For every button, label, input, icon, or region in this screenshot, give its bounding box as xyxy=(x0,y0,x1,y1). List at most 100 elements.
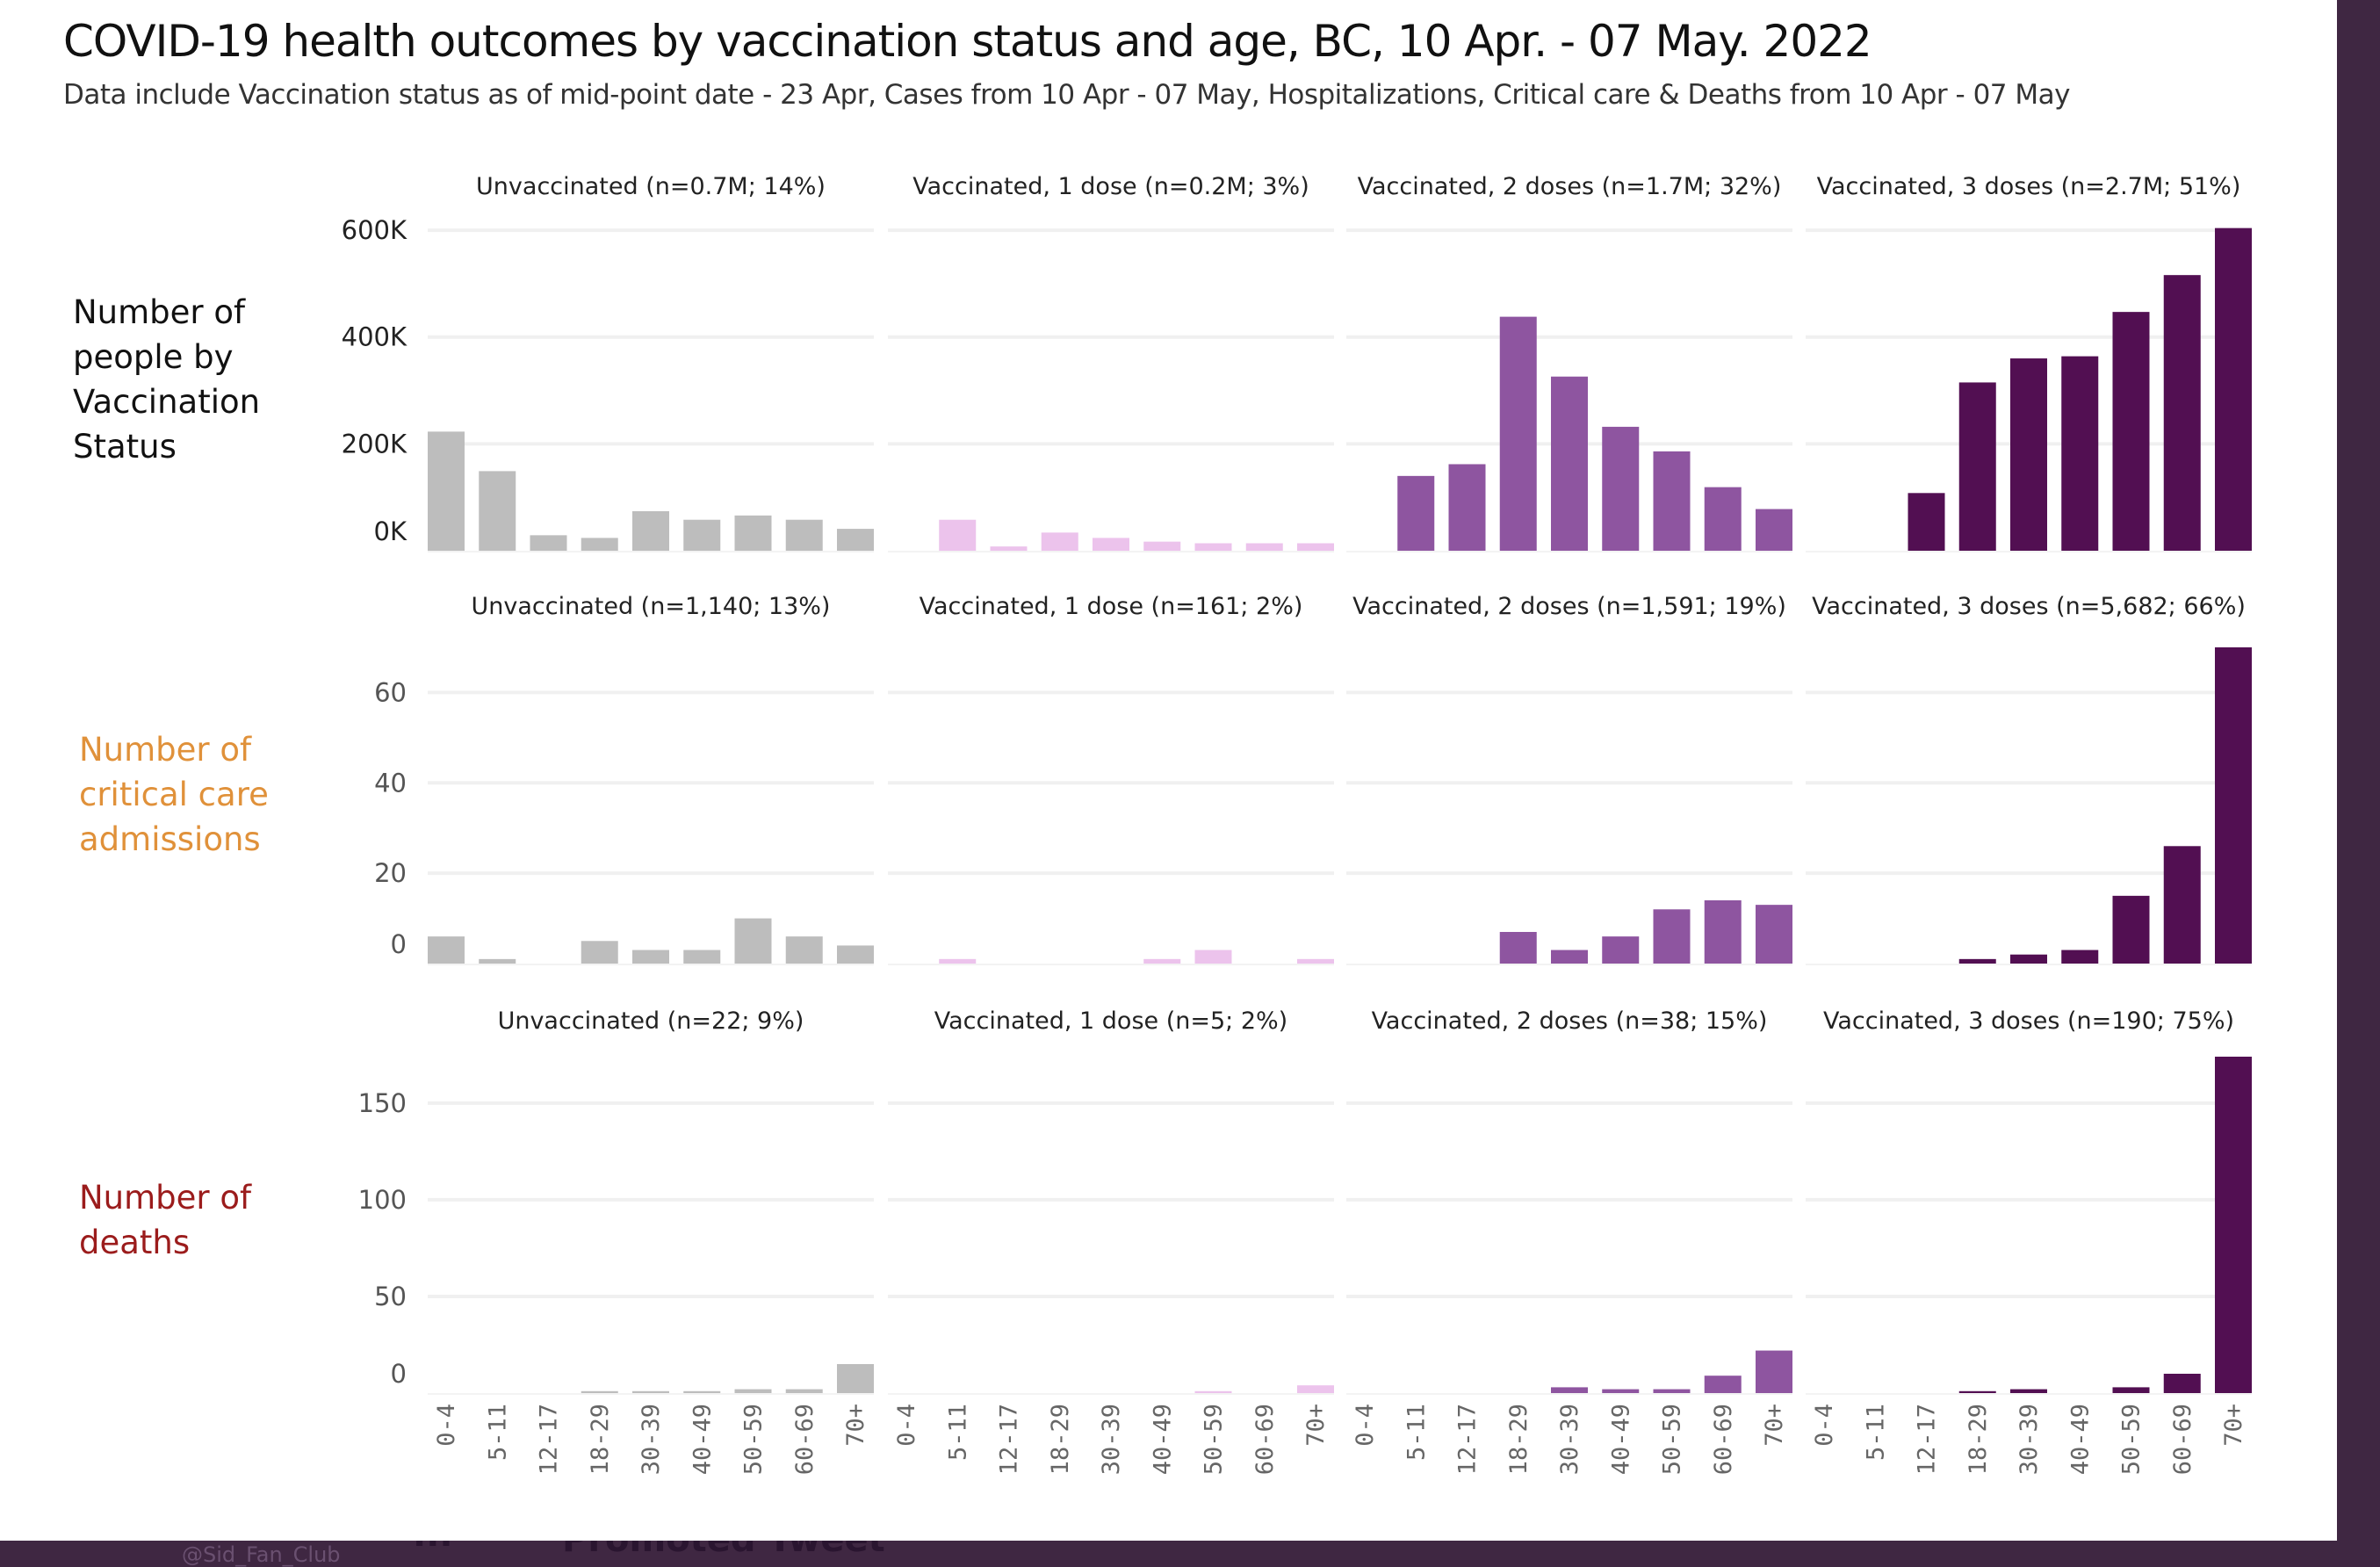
x-tick-label: 18-29 xyxy=(1505,1404,1533,1475)
x-tick-label: 50-59 xyxy=(2118,1404,2146,1475)
panel-header: Unvaccinated (n=1,140; 13%) xyxy=(472,593,831,620)
x-tick-label: 70+ xyxy=(842,1404,869,1447)
bar-50-59 xyxy=(734,918,772,964)
bar-60-69 xyxy=(1704,900,1742,964)
y-tick-label: 0 xyxy=(391,929,407,959)
bar-40-49 xyxy=(1143,958,1181,964)
bar-70+ xyxy=(1297,1385,1334,1393)
x-tick-label: 60-69 xyxy=(791,1404,819,1475)
bar-50-59 xyxy=(2112,895,2150,964)
bar-50-59 xyxy=(1653,451,1691,551)
bar-0-4 xyxy=(428,936,465,964)
x-tick-label: 18-29 xyxy=(587,1404,614,1475)
chart-row-critical: 0 20 40 60 Unvaccinated (n=1,140; 13%) Vaccin… xyxy=(374,593,2252,965)
panel-header: Vaccinated, 2 doses (n=1,591; 19%) xyxy=(1352,593,1786,620)
y-tick-label: 0 xyxy=(391,1359,407,1389)
panel-header: Vaccinated, 3 doses (n=5,682; 66%) xyxy=(1812,593,2246,620)
row-label-people: Number of people by Vaccination Status xyxy=(73,293,261,466)
bar-30-39 xyxy=(1551,376,1588,551)
x-tick-label: 5-11 xyxy=(1403,1404,1430,1461)
bar-30-39 xyxy=(2010,358,2047,551)
bar-40-49 xyxy=(1143,541,1181,551)
bar-50-59 xyxy=(1194,543,1232,551)
bar-70+ xyxy=(1756,509,1792,551)
bar-40-49 xyxy=(1602,1389,1640,1393)
page-frame-right xyxy=(2337,0,2380,1567)
x-tick-label: 70+ xyxy=(2220,1404,2247,1447)
y-tick-label: 400K xyxy=(342,322,407,352)
y-tick-label: 0K xyxy=(374,516,407,546)
x-tick-label: 40-49 xyxy=(1149,1404,1176,1475)
x-tick-label: 0-4 xyxy=(433,1404,460,1447)
x-tick-label: 50-59 xyxy=(740,1404,768,1475)
y-tick-label: 60 xyxy=(374,677,407,707)
x-tick-label: 0-4 xyxy=(1811,1404,1838,1447)
bar-40-49 xyxy=(683,519,721,551)
x-tick-label: 50-59 xyxy=(1659,1404,1686,1475)
bar-30-39 xyxy=(632,950,669,964)
panel-header: Vaccinated, 2 doses (n=1.7M; 32%) xyxy=(1358,173,1782,200)
x-tick-label: 70+ xyxy=(1302,1404,1330,1447)
chart-title: COVID-19 health outcomes by vaccination … xyxy=(63,16,1872,67)
tweet-footer: @Sid_Fan_Club ... Promoted Tweet xyxy=(0,1541,2380,1567)
bar-30-39 xyxy=(1551,1387,1588,1393)
bar-18-29 xyxy=(1958,958,1996,964)
x-tick-label: 40-49 xyxy=(689,1404,716,1475)
bar-60-69 xyxy=(785,519,823,551)
x-tick-label: 12-17 xyxy=(1454,1404,1482,1475)
chart-row-deaths: 0 50 100 150 Unvaccinated (n=22; 9%) 0-4 5-11 1… xyxy=(358,1007,2252,1475)
x-tick-label: 60-69 xyxy=(1251,1404,1279,1475)
bar-40-49 xyxy=(683,950,721,964)
bar-50-59 xyxy=(734,1389,772,1393)
bar-60-69 xyxy=(1245,543,1283,551)
panel-header: Vaccinated, 1 dose (n=0.2M; 3%) xyxy=(912,173,1309,200)
panel-header: Vaccinated, 2 doses (n=38; 15%) xyxy=(1372,1007,1768,1035)
y-tick-label: 40 xyxy=(374,768,407,798)
panel-header: Vaccinated, 1 dose (n=161; 2%) xyxy=(920,593,1303,620)
bar-0-4 xyxy=(428,431,465,551)
x-tick-label: 30-39 xyxy=(638,1404,665,1475)
bar-70+ xyxy=(1756,1350,1792,1393)
bar-18-29 xyxy=(1041,532,1078,551)
bar-70+ xyxy=(2215,647,2252,964)
bar-60-69 xyxy=(785,1389,823,1393)
x-tick-label: 5-11 xyxy=(944,1404,971,1461)
bar-12-17 xyxy=(1908,493,1945,551)
x-tick-label: 40-49 xyxy=(1607,1404,1634,1475)
bar-40-49 xyxy=(1602,936,1640,964)
bar-50-59 xyxy=(2112,312,2150,551)
x-tick-label: 0-4 xyxy=(893,1404,920,1447)
x-tick-label: 30-39 xyxy=(1098,1404,1125,1475)
bar-5-11 xyxy=(479,471,516,551)
bar-70+ xyxy=(2215,1057,2252,1393)
chart-row-people: 0K 200K 400K 600K Unvaccinated (n=0.7M; 14%)… xyxy=(342,173,2252,552)
bar-5-11 xyxy=(1397,475,1435,551)
bar-70+ xyxy=(1297,543,1334,551)
bar-5-11 xyxy=(479,958,516,964)
panel-header: Vaccinated, 1 dose (n=5; 2%) xyxy=(934,1007,1287,1035)
bar-60-69 xyxy=(2163,1373,2201,1393)
x-tick-label: 12-17 xyxy=(1914,1404,1941,1475)
bar-18-29 xyxy=(1499,932,1537,964)
bar-40-49 xyxy=(1602,426,1640,551)
y-tick-label: 20 xyxy=(374,858,407,888)
bar-30-39 xyxy=(1093,538,1129,551)
bar-5-11 xyxy=(939,958,977,964)
bar-70+ xyxy=(837,945,874,964)
y-tick-label: 600K xyxy=(342,215,407,245)
x-tick-label: 5-11 xyxy=(484,1404,511,1461)
tweet-author-handle[interactable]: @Sid_Fan_Club xyxy=(182,1542,341,1567)
bar-50-59 xyxy=(1194,1390,1232,1393)
bar-18-29 xyxy=(1958,382,1996,551)
more-options-button[interactable]: ... xyxy=(413,1541,453,1555)
x-tick-label: 0-4 xyxy=(1352,1404,1379,1447)
x-tick-label: 12-17 xyxy=(996,1404,1023,1475)
bar-40-49 xyxy=(2061,950,2099,964)
row-label-deaths: Number of deaths xyxy=(79,1179,252,1261)
x-tick-label: 60-69 xyxy=(1710,1404,1737,1475)
y-tick-label: 100 xyxy=(358,1185,407,1215)
bar-30-39 xyxy=(2010,954,2047,964)
x-tick-label: 30-39 xyxy=(2016,1404,2043,1475)
bar-60-69 xyxy=(2163,846,2201,964)
